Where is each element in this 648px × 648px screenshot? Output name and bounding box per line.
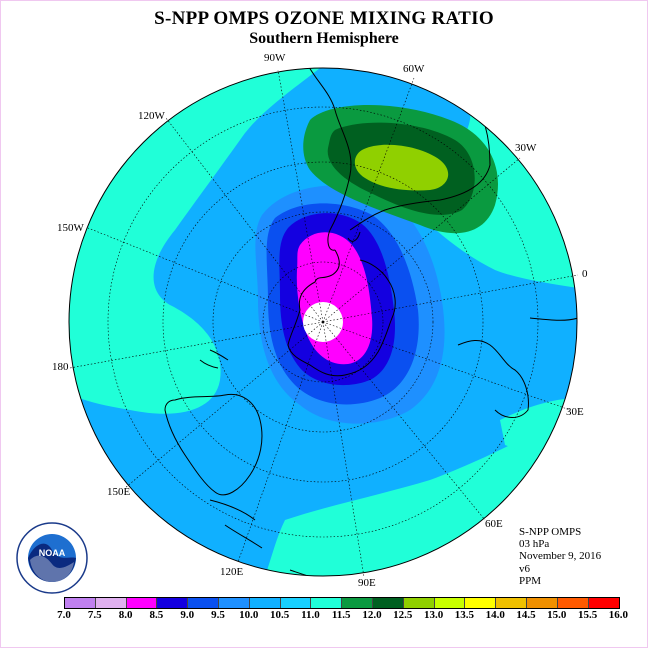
colorbar-swatch bbox=[280, 598, 312, 608]
colorbar-swatch bbox=[588, 598, 620, 608]
colorbar-tick-label: 11.5 bbox=[331, 609, 351, 621]
colorbar-swatch bbox=[311, 598, 343, 608]
coast-asia-islands bbox=[209, 499, 326, 576]
map-boundary bbox=[68, 67, 578, 577]
colorbar-swatch bbox=[157, 598, 189, 608]
coast-australia bbox=[164, 393, 263, 496]
page-title: S-NPP OMPS OZONE MIXING RATIO bbox=[154, 8, 494, 29]
colorbar-swatch bbox=[557, 598, 589, 608]
colorbar-tick-label: 13.0 bbox=[423, 609, 444, 621]
noaa-logo-text: NOAA bbox=[39, 548, 66, 558]
colorbar-swatch bbox=[95, 598, 127, 608]
colorbar-swatch bbox=[65, 598, 96, 608]
colorbar-tick-label: 8.0 bbox=[118, 609, 133, 621]
contour-lime bbox=[354, 144, 449, 191]
graticule bbox=[69, 69, 579, 578]
colorbar-swatch bbox=[526, 598, 558, 608]
lon-label-180: 180 bbox=[52, 361, 69, 373]
lon-label-60w: 60W bbox=[403, 63, 425, 75]
coast-africa bbox=[457, 317, 577, 418]
lon-label-150w: 150W bbox=[57, 222, 84, 234]
colorbar-swatch bbox=[403, 598, 435, 608]
info-level: 03 hPa bbox=[519, 538, 550, 551]
colorbar-tick-label: 12.5 bbox=[393, 609, 413, 621]
lon-label-90w: 90W bbox=[264, 52, 286, 64]
colorbar-tick-label: 14.0 bbox=[485, 609, 505, 621]
colorbar-tick-label: 15.5 bbox=[577, 609, 598, 621]
info-version: v6 bbox=[519, 562, 530, 575]
colorbar-swatch bbox=[465, 598, 497, 608]
colorbar-swatch bbox=[496, 598, 527, 608]
coast-antarctic-peninsula bbox=[314, 231, 361, 283]
lon-label-120e: 120E bbox=[220, 566, 244, 578]
colorbar-ticks: 7.0 7.5 8.0 8.5 9.0 9.5 10.0 10.5 11.0 11.5 12.0 12… bbox=[54, 609, 628, 623]
lon-label-30w: 30W bbox=[515, 142, 537, 154]
info-date: November 9, 2016 bbox=[519, 550, 602, 563]
colorbar-tick-label: 10.5 bbox=[269, 609, 290, 621]
colorbar-tick-label: 7.0 bbox=[57, 609, 71, 621]
colorbar-tick-label: 14.5 bbox=[516, 609, 536, 621]
noaa-logo: NOAA bbox=[16, 522, 88, 594]
coast-antarctica bbox=[287, 259, 396, 377]
colorbar-swatch bbox=[249, 598, 281, 608]
info-units: PPM bbox=[519, 574, 542, 587]
colorbar-tick-label: 8.5 bbox=[149, 609, 164, 621]
colorbar-tick-label: 7.5 bbox=[87, 609, 102, 621]
colorbar-tick-label: 16.0 bbox=[608, 609, 629, 621]
colorbar-tick-label: 12.0 bbox=[362, 609, 382, 621]
colorbar-tick-label: 9.5 bbox=[211, 609, 225, 621]
lon-label-120w: 120W bbox=[138, 110, 165, 122]
info-block: S-NPP OMPS 03 hPa November 9, 2016 v6 PP… bbox=[519, 526, 601, 587]
colorbar bbox=[64, 597, 621, 609]
coast-new-zealand bbox=[199, 349, 229, 369]
colorbar-tick-label: 11.0 bbox=[301, 609, 320, 621]
colorbar-swatch bbox=[218, 598, 250, 608]
page-subtitle: Southern Hemisphere bbox=[249, 30, 399, 47]
colorbar-tick-label: 15.0 bbox=[547, 609, 567, 621]
colorbar-swatch bbox=[342, 598, 373, 608]
colorbar-swatch bbox=[372, 598, 404, 608]
info-instrument: S-NPP OMPS bbox=[519, 526, 582, 538]
colorbar-swatch bbox=[126, 598, 158, 608]
colorbar-tick-label: 13.5 bbox=[454, 609, 475, 621]
colorbar-tick-label: 10.0 bbox=[239, 609, 259, 621]
lon-label-60e: 60E bbox=[485, 518, 503, 530]
colorbar-swatch bbox=[188, 598, 219, 608]
colorbar-swatch bbox=[434, 598, 466, 608]
lon-label-150e: 150E bbox=[107, 486, 131, 498]
lon-label-30e: 30E bbox=[566, 406, 584, 418]
colorbar-tick-label: 9.0 bbox=[180, 609, 195, 621]
lon-label-90e: 90E bbox=[358, 577, 376, 589]
lon-label-0: 0 bbox=[582, 268, 588, 280]
